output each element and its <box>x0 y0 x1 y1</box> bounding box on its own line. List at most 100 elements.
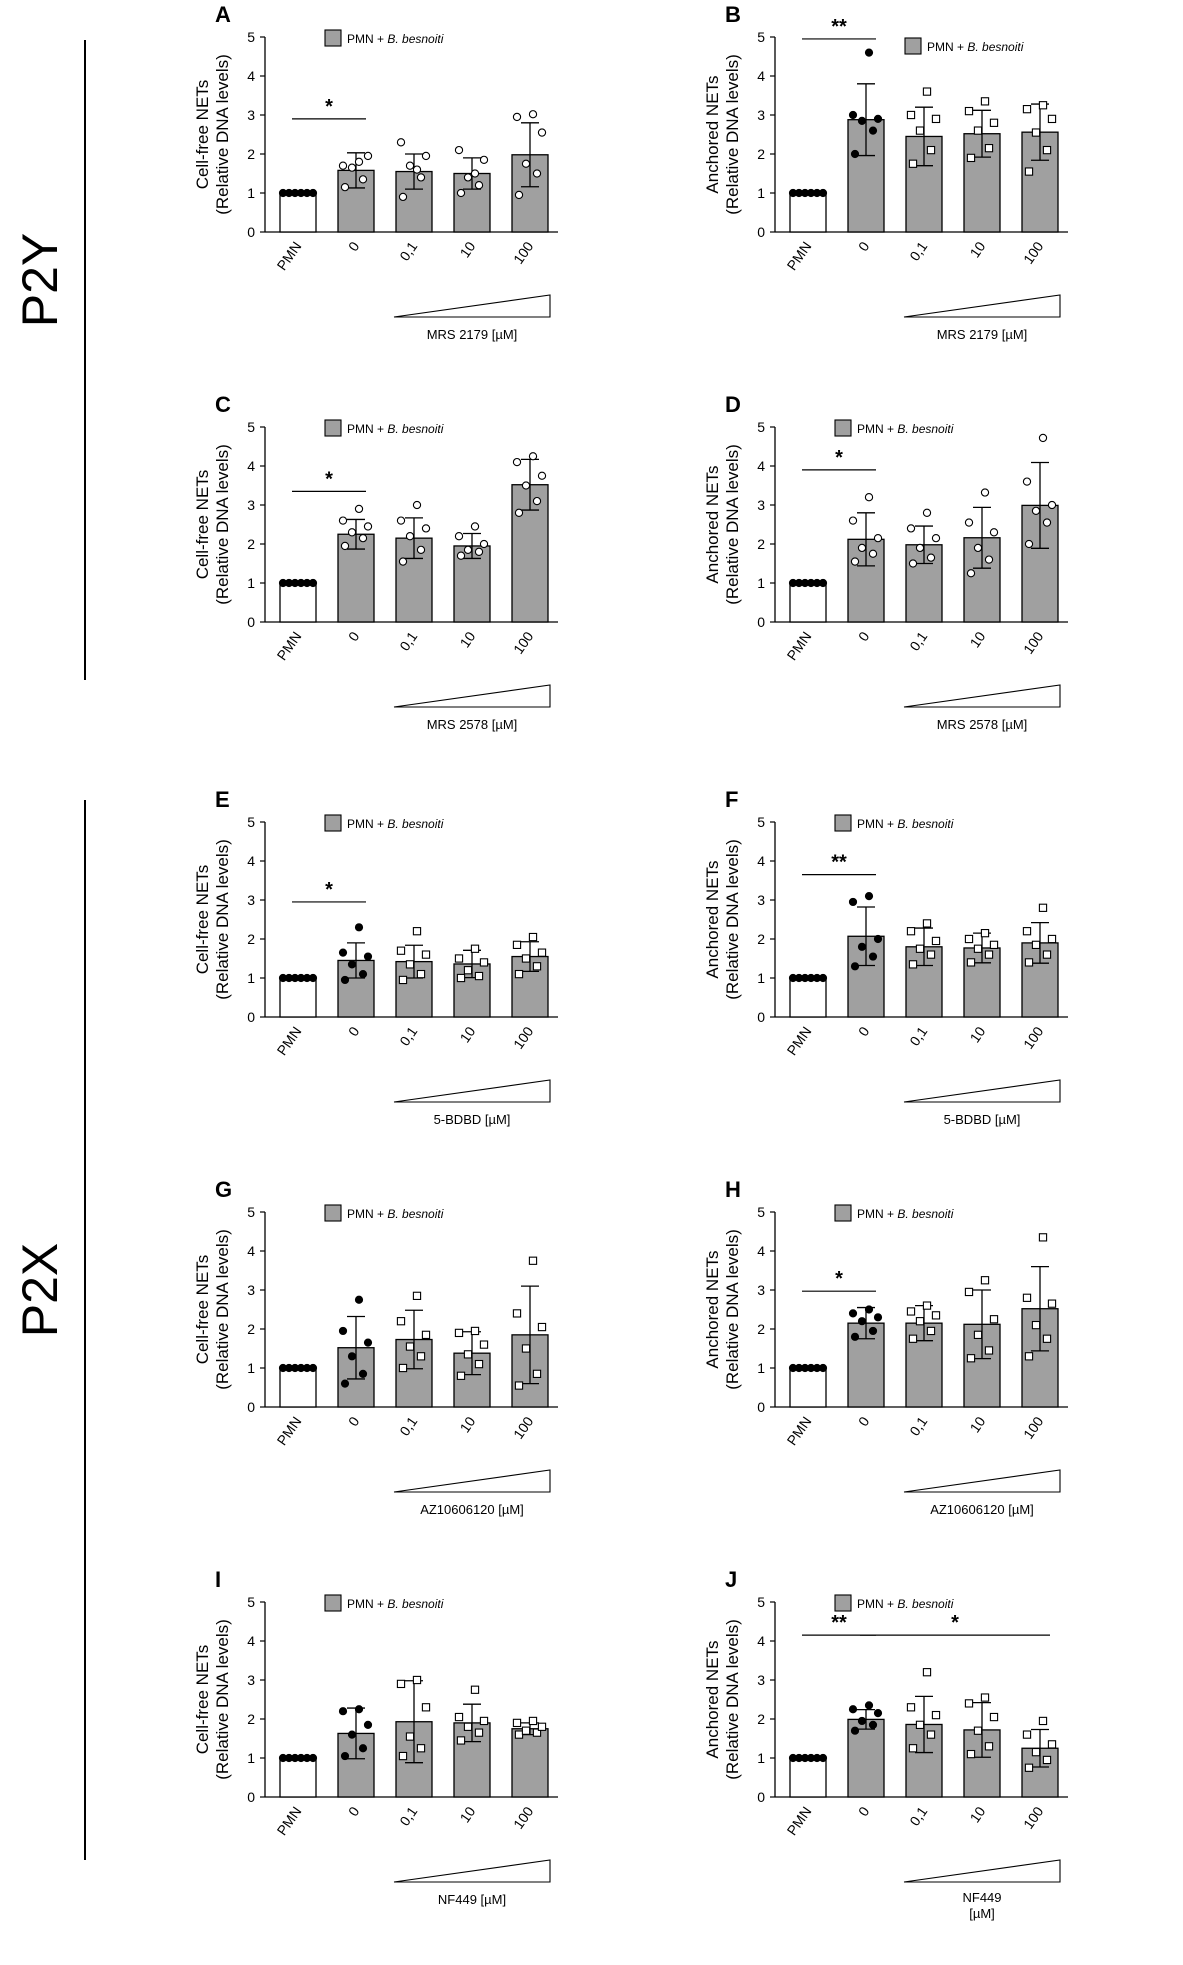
data-point <box>340 1379 350 1388</box>
bar-chart-i: 0 1 2 3 4 5 Cell-free NETs(Relative DNA levels… <box>193 1594 558 1907</box>
y-tick-label: 2 <box>757 1711 765 1727</box>
data-point <box>922 1668 932 1677</box>
legend-label-italic: B. besnoiti <box>387 817 443 831</box>
data-point <box>964 934 974 944</box>
data-point <box>931 936 941 946</box>
x-tick-label: 100 <box>510 1023 537 1051</box>
y-tick-label: 2 <box>247 1321 255 1337</box>
data-point <box>474 1728 484 1737</box>
x-tick-label: 10 <box>966 1803 988 1825</box>
y-tick-label: 5 <box>757 1594 765 1610</box>
data-point <box>479 1716 489 1726</box>
data-point <box>1022 1730 1032 1739</box>
x-tick-label: 100 <box>1020 1413 1047 1441</box>
x-axis-label: NF449 [µM] <box>438 1892 506 1907</box>
data-point <box>915 944 925 953</box>
data-point <box>1042 1334 1052 1343</box>
x-tick-label: 100 <box>510 1413 537 1441</box>
data-point <box>908 159 918 168</box>
data-point <box>521 1344 531 1353</box>
panel-letter: G <box>215 1177 233 1202</box>
data-point <box>512 112 522 122</box>
significance-label: * <box>325 879 333 901</box>
y-tick-label: 4 <box>247 1243 255 1259</box>
data-point <box>857 1716 867 1726</box>
y-tick-label: 0 <box>247 1789 255 1805</box>
data-point <box>308 1363 318 1373</box>
data-point <box>456 188 466 198</box>
data-point <box>521 954 531 963</box>
y-tick-label: 1 <box>247 970 255 986</box>
significance-label: * <box>835 1268 843 1290</box>
data-point <box>1031 506 1041 515</box>
bar-chart-g: 0 1 2 3 4 5 Cell-free NETs(Relative DNA levels… <box>193 1204 558 1517</box>
y-tick-label: 4 <box>757 853 765 869</box>
x-tick-label: 0,1 <box>906 1413 930 1438</box>
bar-chart-c: 0 1 2 3 4 5 Cell-free NETs(Relative DNA levels… <box>193 419 558 732</box>
x-axis-label: AZ10606120 [µM] <box>420 1502 524 1517</box>
bar-chart-b: 0 1 2 3 4 5 Anchored NETs(Relative DNA levels)… <box>703 16 1068 342</box>
legend-label-prefix: PMN + <box>347 32 387 46</box>
data-point <box>412 165 422 174</box>
y-tick-label: 2 <box>757 931 765 947</box>
data-point <box>470 169 480 178</box>
data-point <box>980 1693 990 1702</box>
data-point <box>818 1753 828 1763</box>
bar <box>279 977 317 1018</box>
data-point <box>850 1726 860 1735</box>
y-tick-label: 3 <box>757 497 765 513</box>
data-point <box>470 944 480 953</box>
data-point <box>354 1295 364 1304</box>
y-tick-label: 0 <box>247 1399 255 1415</box>
y-tick-label: 4 <box>247 1633 255 1649</box>
y-tick-label: 3 <box>757 107 765 123</box>
data-point <box>474 1359 484 1369</box>
data-point <box>358 533 368 543</box>
bar-chart-a: 0 1 2 3 4 5 Cell-free NETs(Relative DNA levels… <box>193 29 558 342</box>
y-axis-label: Anchored NETs(Relative DNA levels) <box>703 1619 742 1780</box>
y-tick-label: 3 <box>757 892 765 908</box>
y-tick-label: 4 <box>247 458 255 474</box>
x-tick-label: 100 <box>1020 628 1047 656</box>
data-point <box>470 1326 480 1336</box>
data-point <box>479 958 489 967</box>
bar <box>511 1728 549 1798</box>
data-point <box>532 496 542 506</box>
y-tick-label: 3 <box>757 1672 765 1688</box>
data-point <box>868 1720 878 1729</box>
y-tick-label: 5 <box>247 814 255 830</box>
data-point <box>456 551 466 560</box>
x-tick-label: 0,1 <box>906 238 930 263</box>
data-point <box>906 927 916 936</box>
data-point <box>868 549 878 558</box>
data-point <box>818 578 828 588</box>
data-point <box>396 1317 406 1326</box>
data-point <box>848 897 858 907</box>
data-point <box>514 508 524 517</box>
data-point <box>421 151 431 161</box>
data-point <box>964 1287 974 1297</box>
data-point <box>363 1338 373 1347</box>
x-tick-label: 0 <box>345 1413 363 1429</box>
y-tick-label: 1 <box>247 575 255 591</box>
data-point <box>906 1703 916 1712</box>
y-tick-label: 1 <box>757 1360 765 1376</box>
data-point <box>396 946 406 955</box>
data-point <box>915 1720 925 1729</box>
data-point <box>398 975 408 985</box>
data-point <box>873 1709 883 1718</box>
legend-swatch <box>324 814 342 832</box>
y-axis-label-line: Cell-free NETs <box>193 470 212 580</box>
legend-label-prefix: PMN + <box>857 817 897 831</box>
bar <box>789 1757 827 1798</box>
data-point <box>980 488 990 497</box>
data-point <box>340 182 350 192</box>
x-tick-label: 0,1 <box>906 1023 930 1048</box>
data-point <box>1042 145 1052 155</box>
data-point <box>964 518 974 527</box>
data-point <box>868 952 878 961</box>
data-point <box>1047 114 1057 124</box>
y-tick-label: 4 <box>757 68 765 84</box>
x-tick-label: PMN <box>783 629 814 664</box>
data-point <box>514 190 524 200</box>
